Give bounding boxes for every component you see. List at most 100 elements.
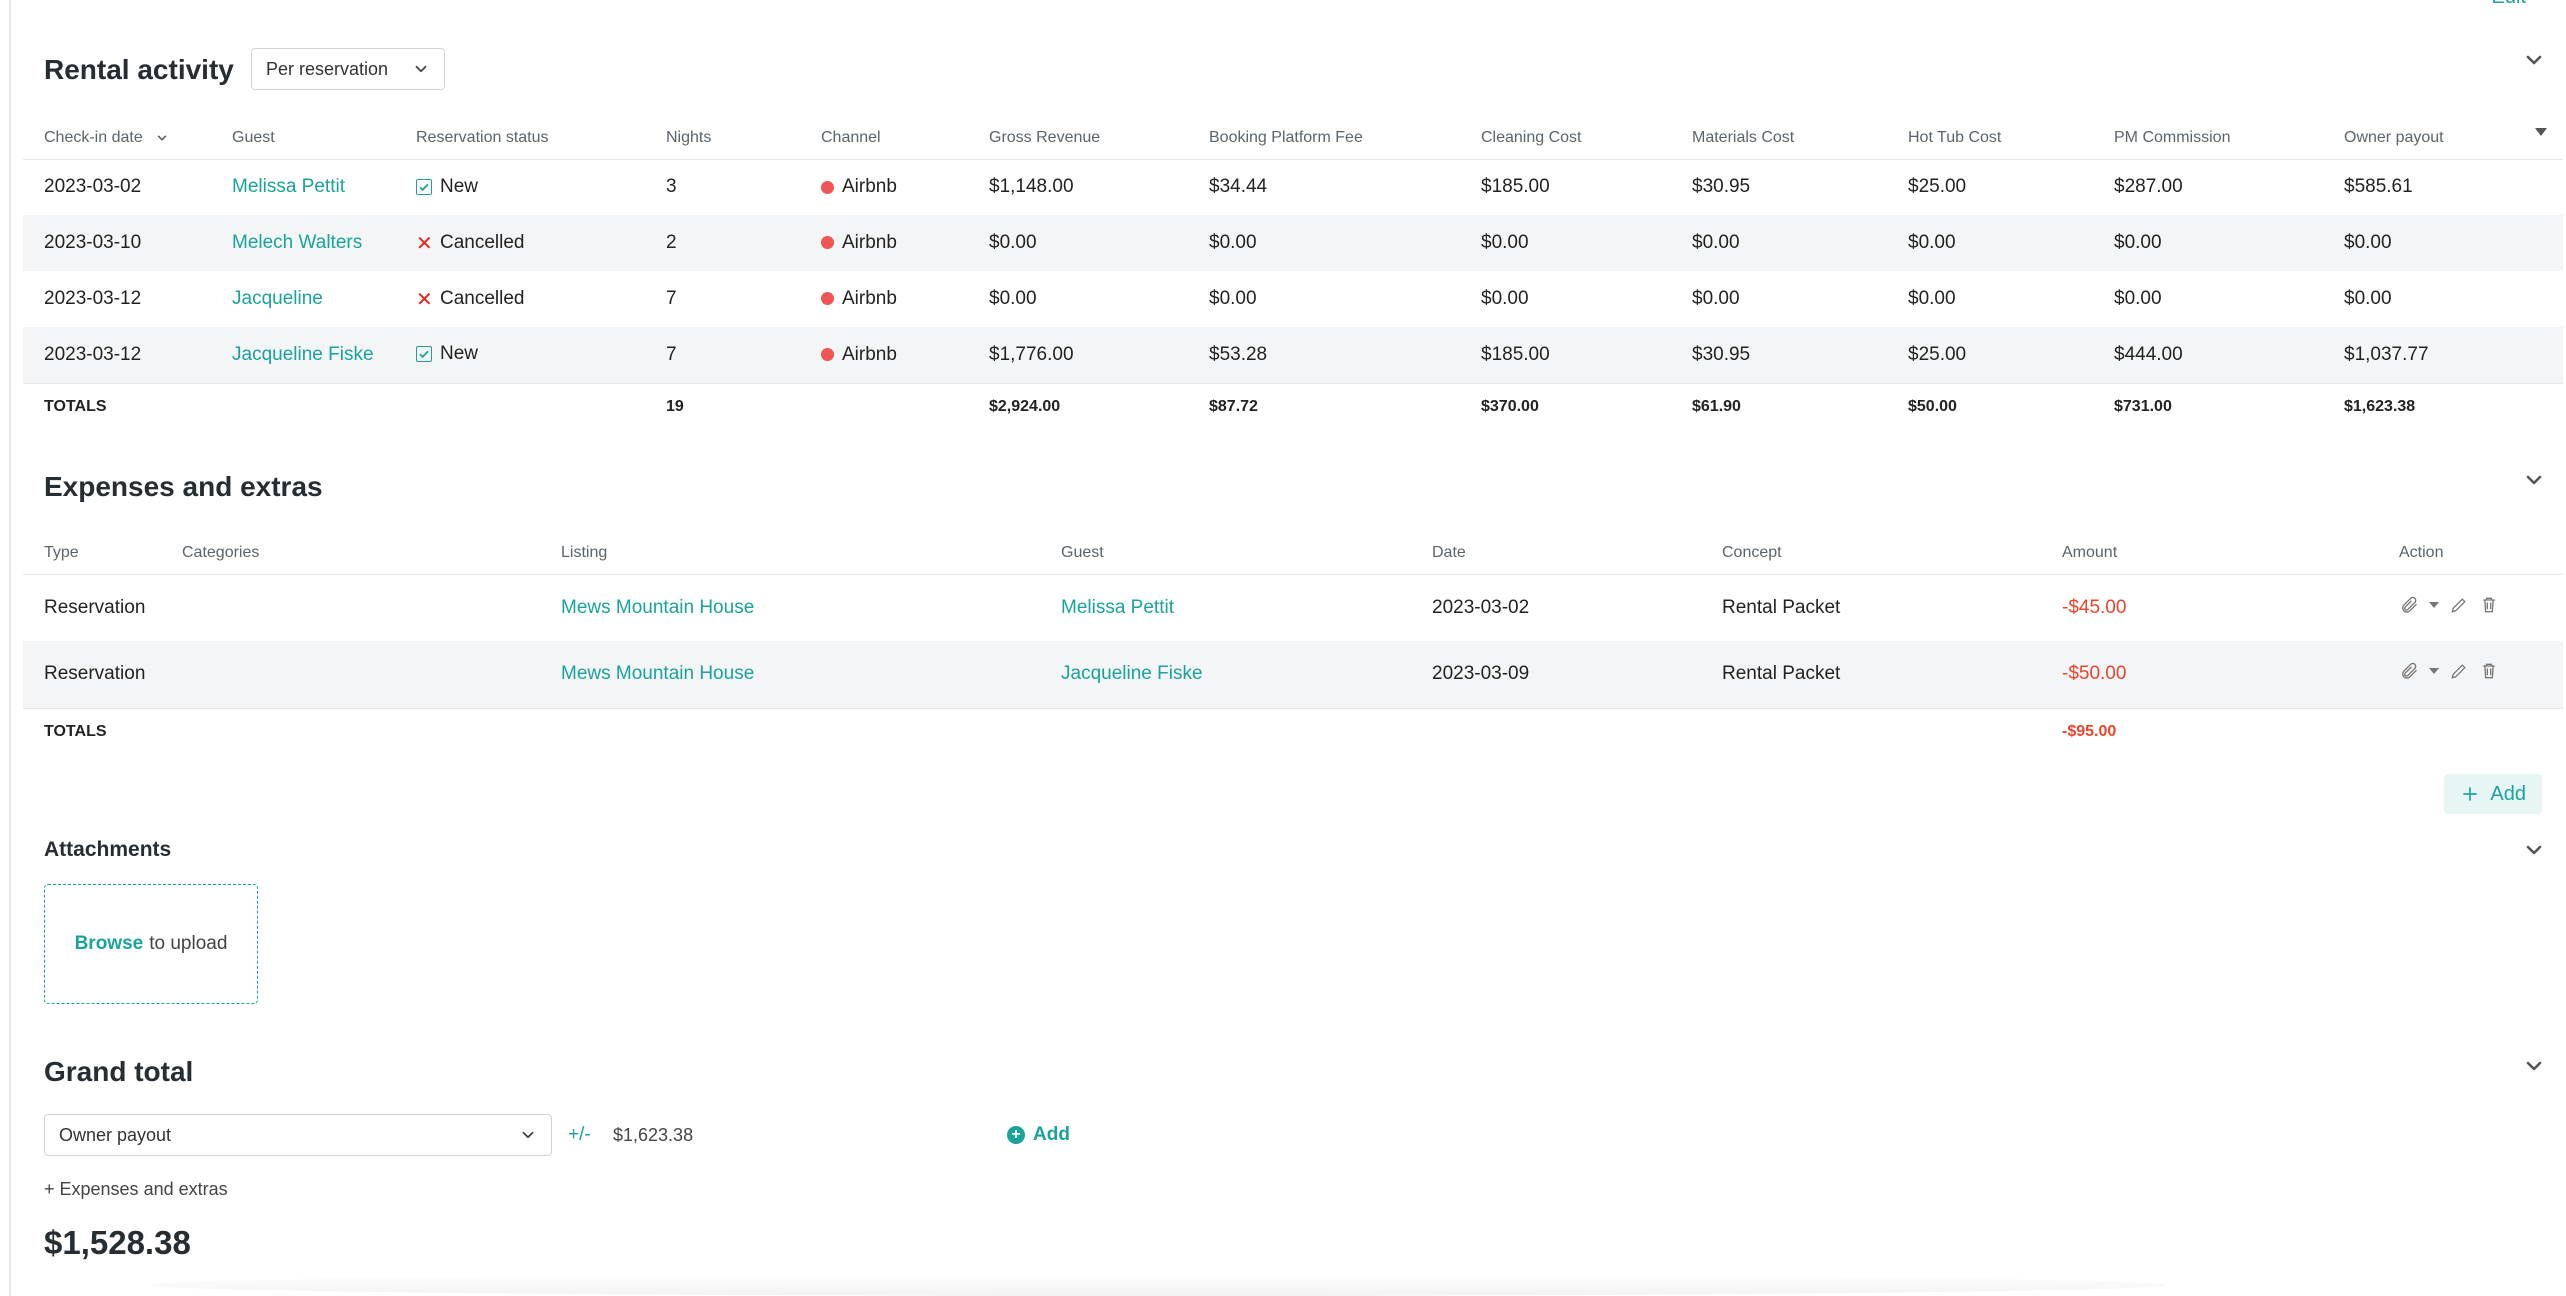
listing-link[interactable]: Mews Mountain House [561, 663, 755, 685]
table-row: Reservation Mews Mountain House Jacqueli… [23, 641, 2563, 708]
status-cell: New [416, 343, 478, 365]
left-border [9, 0, 11, 1296]
col-guest[interactable]: Guest [1061, 532, 1432, 575]
platform-fee-cell: $34.44 [1209, 176, 1268, 198]
pencil-icon[interactable] [2449, 595, 2469, 615]
col-hottub[interactable]: Hot Tub Cost [1908, 117, 2114, 160]
pencil-icon[interactable] [2449, 661, 2469, 681]
materials-cell: $0.00 [1692, 288, 1740, 309]
col-date[interactable]: Date [1432, 532, 1722, 575]
channel-cell: Airbnb [821, 159, 989, 215]
trash-icon[interactable] [2479, 661, 2499, 681]
sort-chevron-icon[interactable] [155, 131, 169, 145]
add-expense-button[interactable]: Add [2444, 774, 2542, 814]
col-materials[interactable]: Materials Cost [1692, 117, 1908, 160]
guest-link[interactable]: Melissa Pettit [232, 176, 345, 198]
plus-icon [2463, 787, 2478, 801]
col-channel[interactable]: Channel [821, 117, 989, 160]
payout-select[interactable]: Owner payout [44, 1114, 552, 1156]
col-platform-fee[interactable]: Booking Platform Fee [1209, 117, 1481, 160]
col-action: Action [2399, 532, 2563, 575]
table-row: Reservation Mews Mountain House Melissa … [23, 574, 2563, 641]
status-label: New [440, 175, 479, 197]
cancel-icon: ✕ [416, 232, 433, 255]
col-type[interactable]: Type [23, 532, 182, 575]
col-listing[interactable]: Listing [561, 532, 1061, 575]
col-cleaning[interactable]: Cleaning Cost [1481, 117, 1692, 160]
commission-cell: $0.00 [2114, 215, 2344, 271]
channel-label: Airbnb [842, 176, 897, 198]
paperclip-icon[interactable] [2399, 661, 2419, 681]
listing-link[interactable]: Mews Mountain House [561, 596, 755, 618]
collapse-attachments-button[interactable] [2522, 838, 2546, 862]
guest-link[interactable]: Melech Walters [232, 232, 363, 253]
row-actions [2399, 661, 2499, 681]
col-status[interactable]: Reservation status [416, 117, 666, 160]
checkin-cell: 2023-03-02 [44, 176, 142, 198]
grand-total-amount: $1,528.38 [44, 1224, 191, 1261]
expenses-table: Type Categories Listing Guest Date Conce… [23, 532, 2563, 756]
col-checkin-label: Check-in date [44, 128, 143, 146]
col-commission[interactable]: PM Commission [2114, 117, 2344, 160]
totals-payout: $1,623.38 [2344, 382, 2563, 431]
rental-activity-section: Rental activity Per reservation Check-in… [23, 0, 2563, 440]
totals-commission: $731.00 [2114, 382, 2344, 431]
table-row: 2023-03-12 Jacqueline Fiske New 7 Airbnb… [23, 327, 2563, 383]
rental-activity-title: Rental activity [44, 54, 234, 85]
table-row: 2023-03-02 Melissa Pettit New 3 Airbnb $… [23, 159, 2563, 215]
chevron-down-icon [2526, 1061, 2542, 1071]
collapse-expenses-button[interactable] [2522, 468, 2546, 492]
collapse-grand-total-button[interactable] [2522, 1054, 2546, 1078]
plus-minus-toggle[interactable]: +/- [568, 1124, 591, 1145]
cleaning-cell: $0.00 [1481, 288, 1529, 309]
collapse-rental-button[interactable] [2522, 48, 2546, 72]
concept-cell: Rental Packet [1722, 641, 2062, 708]
materials-cell: $30.95 [1692, 327, 1908, 383]
attachments-title: Attachments [44, 838, 172, 861]
col-payout[interactable]: Owner payout [2344, 117, 2563, 160]
rental-table-wrap: Check-in date Guest Reservation status N… [23, 117, 2563, 431]
row-actions [2399, 595, 2499, 615]
grand-total-title: Grand total [44, 1056, 194, 1087]
edit-link[interactable]: Edit [2492, 0, 2526, 9]
gross-cell: $1,148.00 [989, 176, 1074, 198]
footer-shadow [150, 1274, 2166, 1296]
date-cell: 2023-03-02 [1432, 596, 1530, 618]
totals-gross: $2,924.00 [989, 382, 1209, 431]
add-line-button[interactable]: + Add [1007, 1124, 1070, 1146]
materials-cell: $0.00 [1692, 215, 1908, 271]
commission-cell: $287.00 [2114, 176, 2183, 198]
upload-dropzone[interactable]: Browse to upload [44, 884, 258, 1004]
caret-down-icon[interactable] [2429, 601, 2439, 608]
payout-value: $1,623.38 [613, 1125, 694, 1145]
gross-cell: $0.00 [989, 288, 1037, 309]
caret-down-icon[interactable] [2429, 668, 2439, 675]
status-cell: ✕ Cancelled [416, 231, 525, 256]
col-checkin[interactable]: Check-in date [23, 117, 232, 160]
chevron-down-icon [2526, 845, 2542, 855]
col-concept[interactable]: Concept [1722, 532, 2062, 575]
status-cell: New [416, 176, 478, 198]
col-nights[interactable]: Nights [666, 117, 821, 160]
browse-link[interactable]: Browse [74, 933, 144, 954]
guest-link[interactable]: Melissa Pettit [1061, 596, 1174, 618]
paperclip-icon[interactable] [2399, 595, 2419, 615]
guest-link[interactable]: Jacqueline Fiske [1061, 663, 1203, 685]
expenses-section: Expenses and extras Type Categories List… [23, 460, 2563, 820]
trash-icon[interactable] [2479, 595, 2499, 615]
col-categories[interactable]: Categories [182, 532, 561, 575]
airbnb-dot-icon [821, 180, 834, 194]
guest-link[interactable]: Jacqueline [232, 288, 323, 309]
channel-label: Airbnb [842, 232, 897, 253]
col-guest[interactable]: Guest [232, 117, 416, 160]
view-select[interactable]: Per reservation [251, 48, 445, 90]
cancel-icon: ✕ [416, 288, 433, 311]
channel-cell: Airbnb [821, 215, 989, 271]
col-amount[interactable]: Amount [2062, 532, 2399, 575]
chevron-down-icon [2526, 55, 2542, 65]
commission-cell: $444.00 [2114, 327, 2344, 383]
guest-link[interactable]: Jacqueline Fiske [232, 343, 374, 365]
channel-cell: Airbnb [821, 271, 989, 327]
col-gross[interactable]: Gross Revenue [989, 117, 1209, 160]
status-label: New [440, 343, 479, 365]
